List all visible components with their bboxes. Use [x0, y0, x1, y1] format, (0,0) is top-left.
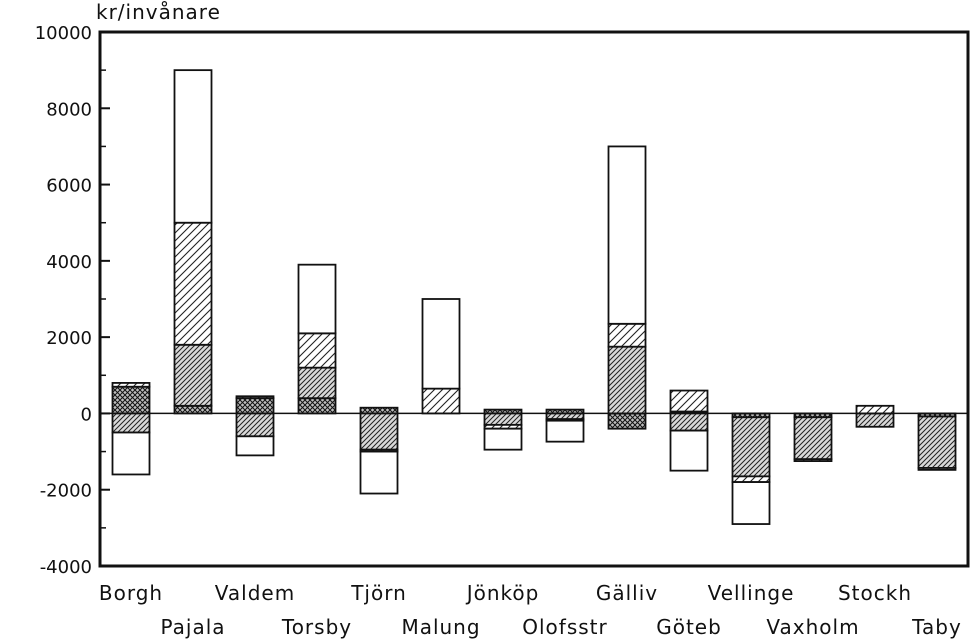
y-tick-label: 10000 [35, 23, 92, 44]
bar-segment-diagonal [297, 332, 337, 369]
bar-segment-diagonal [855, 404, 895, 415]
y-axis-unit-label: kr/invånare [96, 0, 221, 24]
y-tick-label: -4000 [40, 557, 92, 578]
bar-segment-blank [111, 431, 151, 476]
y-tick-label: 4000 [46, 252, 92, 273]
bar-segment-diagonal [111, 382, 151, 388]
category-label: Borgh [99, 581, 163, 605]
bar-segment-blank [297, 263, 337, 335]
category-label: Vellinge [708, 581, 795, 605]
bar-segment-dense-diagonal [793, 416, 833, 461]
category-label: Stockh [838, 581, 912, 605]
bar-segment-dense-diagonal [917, 415, 957, 469]
bar-segment-dense-diagonal [173, 343, 213, 407]
bar-segment-blank [483, 427, 523, 451]
category-label: Gälliv [596, 581, 658, 605]
bar-segment-dense-diagonal [731, 416, 771, 478]
y-tick-label: 2000 [46, 328, 92, 349]
category-label: Tjörn [350, 581, 407, 605]
bar-segment-blank [607, 145, 647, 325]
bar-segment-blank [545, 419, 585, 443]
bar-segment-blank [669, 429, 709, 472]
bar-segment-dense-diagonal [235, 412, 275, 438]
y-tick-label: 6000 [46, 176, 92, 197]
bar-segment-blank [235, 435, 275, 457]
bar-segment-diagonal [793, 458, 833, 463]
category-label: Malung [401, 615, 480, 639]
bar-segment-dense-diagonal [607, 345, 647, 415]
category-label: Valdem [215, 581, 295, 605]
bar-segment-blank [421, 298, 461, 390]
bar-segment-dense-diagonal [483, 412, 523, 426]
y-tick-label: 0 [81, 404, 92, 425]
bar-segment-crosshatch [111, 385, 151, 415]
bar-segment-dense-diagonal [669, 412, 709, 432]
category-label: Vaxholm [766, 615, 859, 639]
bar-segment-blank [173, 69, 213, 224]
bar-segment-dense-diagonal [111, 412, 151, 434]
bar-segment-diagonal [917, 467, 957, 471]
category-label: Taby [911, 615, 962, 639]
bar-segment-diagonal [421, 387, 461, 415]
bar-segment-crosshatch [235, 397, 275, 415]
plot-frame [98, 30, 970, 568]
category-label: Torsby [281, 615, 352, 639]
y-tick-label: 8000 [46, 99, 92, 120]
bar-segment-diagonal [235, 395, 275, 400]
bar-segment-crosshatch [297, 397, 337, 415]
bar-segment-blank [359, 450, 399, 495]
bar-segment-diagonal [607, 322, 647, 348]
category-label: Göteb [656, 615, 722, 639]
bar-segment-dense-diagonal [855, 412, 895, 428]
bar-segment-crosshatch [173, 404, 213, 415]
bar-segment-diagonal [173, 221, 213, 346]
y-tick-label: -2000 [40, 481, 92, 502]
bar-segment-crosshatch [607, 412, 647, 430]
bar-segment-dense-diagonal [359, 412, 399, 451]
category-label: Olofsstr [522, 615, 607, 639]
bar-segment-dense-diagonal [297, 366, 337, 400]
bar-segment-diagonal [669, 389, 709, 413]
category-label: Jönköp [465, 581, 540, 605]
bar-segment-blank [731, 481, 771, 525]
category-label: Pajala [160, 615, 225, 639]
